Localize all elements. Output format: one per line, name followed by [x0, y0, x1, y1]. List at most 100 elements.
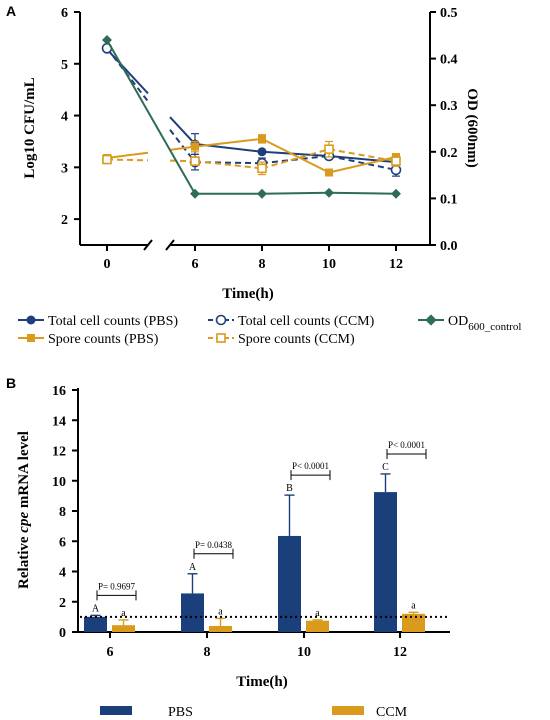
legend-label: Total cell counts (PBS): [48, 314, 178, 329]
y-tick-label: 6: [59, 535, 66, 550]
legend-item-od-control: OD600_control: [418, 314, 521, 333]
data-point: [324, 187, 334, 198]
y2-tick-label: 0.4: [440, 53, 458, 68]
y2-tick-label: 0.1: [440, 192, 458, 207]
legend-item-ccm: CCM: [332, 705, 408, 720]
panel-b-label: B: [6, 375, 16, 391]
bar: [278, 535, 301, 632]
y2-tick-label: 0.3: [440, 99, 458, 114]
legend-item-spore-pbs: Spore counts (PBS): [18, 332, 159, 347]
panel-b-x-title: Time(h): [236, 674, 287, 690]
x-tick-label: 10: [297, 645, 311, 660]
data-point: [102, 35, 112, 45]
series-line-segment: [106, 48, 149, 95]
data-point: [190, 156, 200, 166]
data-point: [258, 134, 266, 143]
x-tick-label: 12: [389, 257, 403, 272]
significance-letter: A: [92, 603, 100, 614]
bar: [306, 620, 329, 632]
series-line-segment: [106, 151, 149, 160]
series-line-segment: [194, 160, 263, 170]
x-tick-label: 8: [204, 645, 211, 660]
x-tick-label: 6: [107, 645, 114, 660]
y-tick-label: 2: [61, 213, 68, 228]
panel-a-label: A: [6, 3, 16, 19]
x-tick-label: 6: [192, 257, 199, 272]
panel-a-axes: [79, 12, 431, 251]
data-point: [257, 163, 267, 174]
y-tick-label: 8: [59, 505, 66, 520]
significance-letter: a: [411, 600, 416, 611]
x-tick-label: 12: [393, 645, 407, 660]
legend-marker-diamond: [425, 314, 437, 326]
panel-a-y2-title: OD (600nm): [464, 88, 480, 168]
panel-a-y-title: Log10 CFU/mL: [22, 77, 38, 178]
y-tick-label: 2: [59, 596, 66, 611]
y-tick-label: 0: [59, 626, 66, 641]
series-line-segment: [106, 158, 149, 162]
series-line-segment: [328, 156, 397, 174]
y-tick-label: 5: [61, 58, 68, 73]
axis-break-mark: [143, 239, 153, 251]
legend-label: CCM: [376, 705, 408, 720]
legend-swatch-pbs: [100, 706, 132, 715]
data-point: [257, 188, 267, 199]
panel-a-series: [101, 35, 402, 199]
legend-label: OD600_control: [448, 314, 521, 333]
legend-label: Spore counts (CCM): [238, 332, 355, 347]
legend-swatch-ccm: [332, 706, 364, 715]
y2-tick-label: 0.2: [440, 146, 458, 161]
legend-marker-filled-circle: [26, 315, 36, 325]
panel-a-ticks: 2 3 4 5 6 0.0 0.1 0.2 0.3 0.4 0.5 0 6 8 10 12: [61, 6, 458, 272]
data-point: [325, 168, 333, 177]
data-point: [391, 188, 401, 199]
y2-tick-label: 0.0: [440, 239, 458, 254]
series-line-segment: [328, 148, 397, 163]
significance-letter: a: [121, 608, 126, 619]
axis-break-mark: [165, 239, 175, 251]
x-tick-label: 0: [104, 257, 111, 272]
significance-letter: C: [382, 462, 389, 473]
legend-item-spore-ccm: Spore counts (CCM): [208, 332, 355, 347]
y-tick-label: 6: [61, 6, 68, 21]
bar: [181, 593, 204, 632]
legend-item-total-ccm: Total cell counts (CCM): [208, 314, 375, 329]
panel-a-legend: Total cell counts (PBS) Total cell count…: [18, 314, 521, 347]
panel-b-ticks: 0 2 4 6 8 10 12 14 16 6 8 10 12: [52, 384, 407, 660]
y-tick-label: 12: [52, 445, 66, 460]
data-point: [257, 147, 267, 157]
data-point: [190, 188, 200, 199]
data-point: [102, 154, 112, 165]
significance-letter: B: [286, 483, 293, 494]
y-tick-label: 3: [61, 161, 68, 176]
panel-b-legend: PBS CCM: [100, 705, 408, 720]
y-tick-label: 16: [52, 384, 66, 399]
data-point: [391, 156, 401, 166]
bar: [84, 616, 107, 632]
panel-a-x-title: Time(h): [222, 286, 273, 302]
bar: [209, 625, 232, 632]
legend-item-pbs: PBS: [100, 705, 193, 720]
significance-letter: a: [315, 608, 320, 619]
legend-marker-open-circle: [215, 314, 227, 326]
series-line-segment: [169, 145, 196, 151]
legend-label: Total cell counts (CCM): [238, 314, 375, 329]
y-tick-label: 4: [61, 110, 68, 125]
x-tick-label: 10: [322, 257, 336, 272]
bar: [374, 492, 397, 632]
pvalue-label: P< 0.0001: [388, 440, 425, 450]
pvalue-label: P= 0.0438: [195, 540, 233, 550]
significance-letter: A: [189, 562, 197, 573]
series-line-segment: [106, 39, 196, 195]
series-line-segment: [261, 150, 330, 157]
series-line-segment: [261, 191, 330, 195]
pvalue-label: P< 0.0001: [292, 461, 329, 471]
y-tick-label: 10: [52, 475, 66, 490]
significance-letter: a: [218, 606, 223, 617]
series-line-segment: [328, 154, 397, 164]
data-point: [191, 142, 199, 151]
panel-b-bars: A A B Ca a a a P= 0.9697 P= 0.0438 P< 0.0001 P< 0.…: [80, 440, 450, 632]
legend-label: PBS: [168, 705, 193, 720]
series-line-segment: [261, 137, 330, 174]
